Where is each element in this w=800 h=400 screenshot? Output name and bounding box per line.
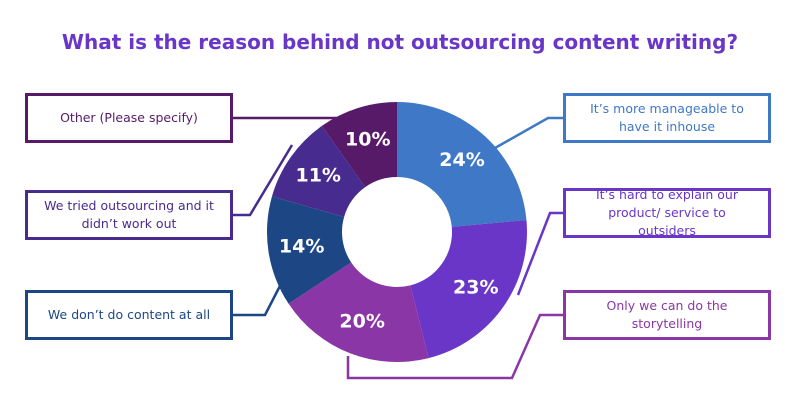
connectors [233,116,563,380]
category-label: Only we can do the storytelling [606,298,728,331]
slice [410,220,527,359]
slice [267,196,352,304]
category-box: It’s hard to explain our product/ servic… [563,187,771,238]
value-label: 14% [279,235,324,257]
category-box: Only we can do the storytelling [563,290,771,340]
donut: 24% 23% 20% 14% 11%10% [267,102,527,362]
category-label: It’s more manageable to have it inhouse [590,101,744,134]
connector [346,313,563,380]
category-box: It’s more manageable to have it inhouse [563,93,771,143]
category-box: Other (Please specify) [25,93,233,143]
category-label: It’s hard to explain our product/ servic… [596,187,738,238]
category-label: We tried outsourcing and it didn’t work … [44,198,214,231]
slice [271,125,366,217]
connector [233,144,294,217]
value-label: 10% [345,129,390,151]
value-label: 11% [295,165,340,187]
category-box: We tried outsourcing and it didn’t work … [25,190,233,240]
chart-title: What is the reason behind not outsourcin… [61,30,739,54]
slice [321,102,397,188]
category-box: We don’t do content at all [25,290,233,340]
connector [494,116,563,150]
slice [397,102,527,227]
slice [288,262,429,362]
value-label: 20% [339,310,384,332]
value-label: 24% [439,149,484,171]
connector [233,281,284,317]
connector [516,211,563,296]
value-label: 23% [453,276,498,298]
category-label: We don’t do content at all [47,307,211,322]
category-label: Other (Please specify) [60,110,198,125]
